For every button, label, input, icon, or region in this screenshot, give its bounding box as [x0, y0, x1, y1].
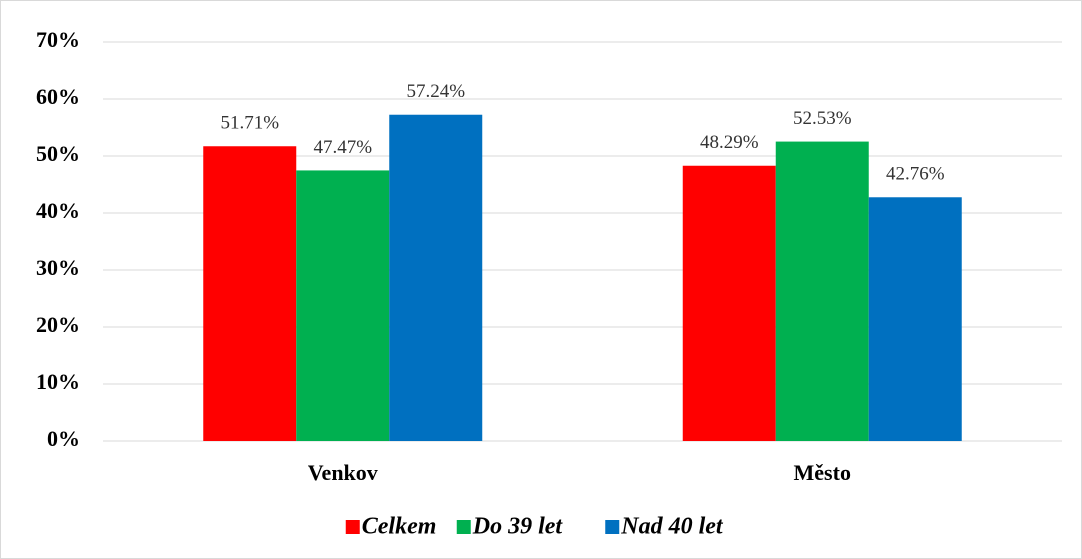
- data-label: 48.29%: [700, 132, 759, 153]
- data-label: 42.76%: [886, 164, 945, 185]
- y-tick-label: 20%: [36, 312, 80, 337]
- bar: [296, 170, 390, 441]
- y-tick-label: 30%: [36, 255, 80, 280]
- legend-swatch: [605, 520, 620, 534]
- x-tick-label: Venkov: [308, 460, 378, 485]
- y-tick-label: 0%: [47, 426, 80, 451]
- data-label: 57.24%: [406, 81, 465, 102]
- y-tick-label: 40%: [36, 198, 80, 223]
- bar: [682, 165, 776, 441]
- y-tick-label: 50%: [36, 141, 80, 166]
- bar: [775, 141, 869, 442]
- data-label: 47.47%: [313, 137, 372, 158]
- legend-swatch: [345, 520, 360, 534]
- data-label: 52.53%: [793, 108, 852, 129]
- bar: [203, 146, 297, 442]
- x-tick-label: Město: [794, 460, 851, 485]
- bar: [868, 197, 962, 441]
- bar: [389, 114, 483, 442]
- y-tick-label: 60%: [36, 84, 80, 109]
- legend-swatch: [456, 520, 471, 534]
- y-tick-label: 70%: [36, 27, 80, 52]
- legend-label: Do 39 let: [472, 514, 564, 540]
- data-label: 51.71%: [220, 113, 279, 134]
- legend-label: Celkem: [362, 514, 437, 540]
- y-tick-label: 10%: [36, 369, 80, 394]
- legend-label: Nad 40 let: [620, 514, 724, 540]
